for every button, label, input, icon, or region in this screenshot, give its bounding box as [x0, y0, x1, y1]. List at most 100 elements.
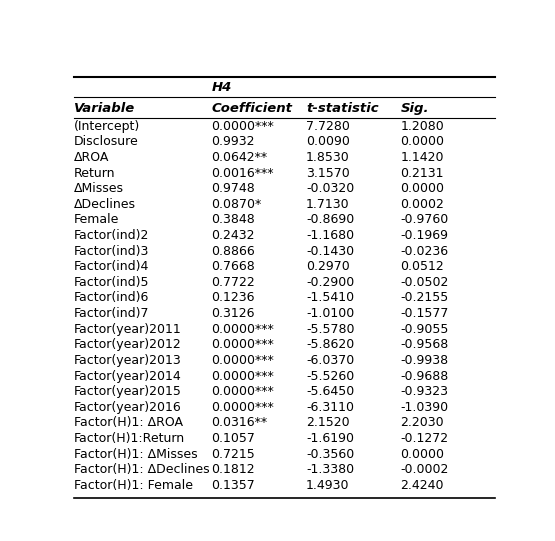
Text: -0.0236: -0.0236: [401, 245, 448, 258]
Text: -0.9938: -0.9938: [401, 354, 448, 367]
Text: 0.0000***: 0.0000***: [211, 354, 274, 367]
Text: 0.0002: 0.0002: [401, 198, 445, 211]
Text: Factor(H)1: ΔROA: Factor(H)1: ΔROA: [74, 417, 183, 430]
Text: -0.9568: -0.9568: [401, 338, 449, 351]
Text: Female: Female: [74, 213, 119, 226]
Text: -0.8690: -0.8690: [306, 213, 354, 226]
Text: Disclosure: Disclosure: [74, 135, 138, 148]
Text: Factor(ind)6: Factor(ind)6: [74, 292, 149, 305]
Text: 0.3126: 0.3126: [211, 307, 255, 320]
Text: Factor(year)2014: Factor(year)2014: [74, 370, 181, 382]
Text: 0.0016***: 0.0016***: [211, 167, 274, 180]
Text: Factor(ind)2: Factor(ind)2: [74, 229, 149, 242]
Text: 1.4930: 1.4930: [306, 479, 350, 492]
Text: 2.2030: 2.2030: [401, 417, 444, 430]
Text: 1.7130: 1.7130: [306, 198, 350, 211]
Text: -5.6450: -5.6450: [306, 385, 354, 398]
Text: -5.5780: -5.5780: [306, 323, 355, 336]
Text: -6.3110: -6.3110: [306, 401, 354, 414]
Text: 0.2432: 0.2432: [211, 229, 255, 242]
Text: 0.0000***: 0.0000***: [211, 120, 274, 133]
Text: Factor(H)1:Return: Factor(H)1:Return: [74, 432, 185, 445]
Text: -0.1272: -0.1272: [401, 432, 448, 445]
Text: 0.0642**: 0.0642**: [211, 151, 268, 164]
Text: 0.0000***: 0.0000***: [211, 385, 274, 398]
Text: -1.0390: -1.0390: [401, 401, 448, 414]
Text: ΔMisses: ΔMisses: [74, 182, 124, 195]
Text: Factor(year)2011: Factor(year)2011: [74, 323, 181, 336]
Text: -1.6190: -1.6190: [306, 432, 354, 445]
Text: 0.0000***: 0.0000***: [211, 370, 274, 382]
Text: Variable: Variable: [74, 102, 135, 115]
Text: 2.1520: 2.1520: [306, 417, 350, 430]
Text: 0.0000: 0.0000: [401, 182, 445, 195]
Text: Factor(year)2012: Factor(year)2012: [74, 338, 181, 351]
Text: Factor(year)2016: Factor(year)2016: [74, 401, 181, 414]
Text: Factor(year)2015: Factor(year)2015: [74, 385, 181, 398]
Text: -0.1969: -0.1969: [401, 229, 448, 242]
Text: 0.1357: 0.1357: [211, 479, 255, 492]
Text: 1.1420: 1.1420: [401, 151, 444, 164]
Text: 0.1057: 0.1057: [211, 432, 255, 445]
Text: 0.7722: 0.7722: [211, 276, 255, 289]
Text: Factor(ind)5: Factor(ind)5: [74, 276, 149, 289]
Text: 1.2080: 1.2080: [401, 120, 445, 133]
Text: 0.0316**: 0.0316**: [211, 417, 268, 430]
Text: -0.0320: -0.0320: [306, 182, 354, 195]
Text: Return: Return: [74, 167, 115, 180]
Text: -5.8620: -5.8620: [306, 338, 354, 351]
Text: -1.0100: -1.0100: [306, 307, 354, 320]
Text: Coefficient: Coefficient: [211, 102, 292, 115]
Text: 0.1236: 0.1236: [211, 292, 255, 305]
Text: -0.9055: -0.9055: [401, 323, 449, 336]
Text: -0.1430: -0.1430: [306, 245, 354, 258]
Text: 7.7280: 7.7280: [306, 120, 350, 133]
Text: 0.0870*: 0.0870*: [211, 198, 261, 211]
Text: 0.3848: 0.3848: [211, 213, 255, 226]
Text: -0.2155: -0.2155: [401, 292, 449, 305]
Text: -0.3560: -0.3560: [306, 448, 354, 461]
Text: 0.0000***: 0.0000***: [211, 323, 274, 336]
Text: 0.1812: 0.1812: [211, 463, 255, 476]
Text: -0.9760: -0.9760: [401, 213, 449, 226]
Text: Factor(ind)7: Factor(ind)7: [74, 307, 149, 320]
Text: -1.5410: -1.5410: [306, 292, 354, 305]
Text: -0.0002: -0.0002: [401, 463, 449, 476]
Text: -0.9323: -0.9323: [401, 385, 448, 398]
Text: 0.7668: 0.7668: [211, 260, 255, 273]
Text: -1.3380: -1.3380: [306, 463, 354, 476]
Text: 0.9748: 0.9748: [211, 182, 255, 195]
Text: ΔDeclines: ΔDeclines: [74, 198, 135, 211]
Text: 2.4240: 2.4240: [401, 479, 444, 492]
Text: (Intercept): (Intercept): [74, 120, 140, 133]
Text: Factor(ind)3: Factor(ind)3: [74, 245, 149, 258]
Text: 0.9932: 0.9932: [211, 135, 255, 148]
Text: Factor(H)1: Female: Factor(H)1: Female: [74, 479, 193, 492]
Text: -0.2900: -0.2900: [306, 276, 354, 289]
Text: t-statistic: t-statistic: [306, 102, 379, 115]
Text: 0.0000***: 0.0000***: [211, 401, 274, 414]
Text: H4: H4: [211, 81, 231, 94]
Text: 0.8866: 0.8866: [211, 245, 255, 258]
Text: Factor(year)2013: Factor(year)2013: [74, 354, 181, 367]
Text: Factor(ind)4: Factor(ind)4: [74, 260, 149, 273]
Text: -6.0370: -6.0370: [306, 354, 354, 367]
Text: -0.0502: -0.0502: [401, 276, 449, 289]
Text: 0.0090: 0.0090: [306, 135, 350, 148]
Text: Factor(H)1: ΔDeclines: Factor(H)1: ΔDeclines: [74, 463, 209, 476]
Text: 0.0512: 0.0512: [401, 260, 445, 273]
Text: 0.0000: 0.0000: [401, 135, 445, 148]
Text: Factor(H)1: ΔMisses: Factor(H)1: ΔMisses: [74, 448, 197, 461]
Text: -5.5260: -5.5260: [306, 370, 354, 382]
Text: ΔROA: ΔROA: [74, 151, 109, 164]
Text: -0.1577: -0.1577: [401, 307, 449, 320]
Text: -1.1680: -1.1680: [306, 229, 354, 242]
Text: 1.8530: 1.8530: [306, 151, 350, 164]
Text: 3.1570: 3.1570: [306, 167, 350, 180]
Text: 0.7215: 0.7215: [211, 448, 255, 461]
Text: -0.9688: -0.9688: [401, 370, 449, 382]
Text: 0.0000***: 0.0000***: [211, 338, 274, 351]
Text: Sig.: Sig.: [401, 102, 429, 115]
Text: 0.0000: 0.0000: [401, 448, 445, 461]
Text: 0.2131: 0.2131: [401, 167, 444, 180]
